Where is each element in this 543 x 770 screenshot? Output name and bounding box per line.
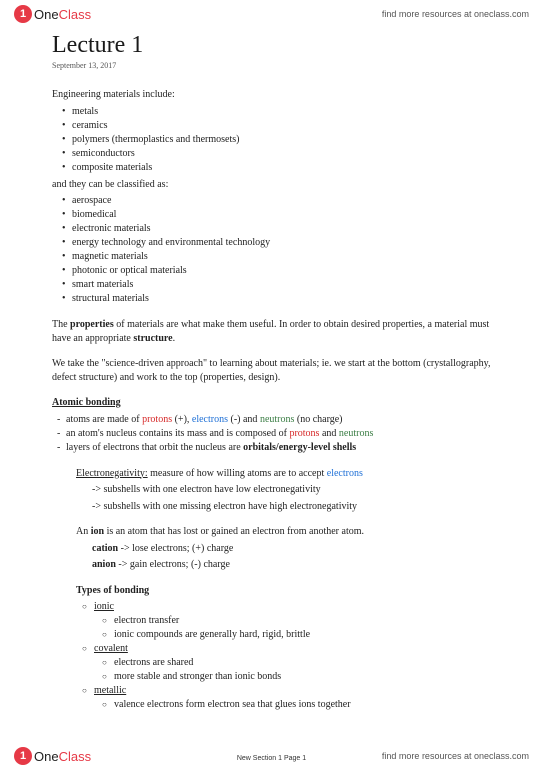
logo-class: Class — [59, 7, 92, 22]
text: (+), — [172, 414, 192, 425]
ionic-item: ionic electron transfer ionic compounds … — [94, 600, 491, 642]
en-sub-2: -> subshells with one missing electron h… — [52, 500, 491, 514]
en-sub-1: -> subshells with one electron have low … — [52, 483, 491, 497]
ionic-label: ionic — [94, 601, 114, 612]
brand-logo-footer: 1 OneClass — [14, 747, 91, 765]
list-item: ceramics — [72, 119, 491, 133]
list-item: layers of electrons that orbit the nucle… — [66, 441, 491, 455]
orbitals-text: orbitals/energy-level shells — [243, 442, 356, 453]
page-content: Lecture 1 September 13, 2017 Engineering… — [0, 28, 543, 712]
neutrons-text: neutrons — [260, 414, 294, 425]
list-item: semiconductors — [72, 147, 491, 161]
text: atoms are made of — [66, 414, 142, 425]
list-item: biomedical — [72, 208, 491, 222]
list-item: valence electrons form electron sea that… — [114, 698, 491, 712]
electronegativity-line: Electronegativity: measure of how willin… — [52, 467, 491, 481]
electronegativity-label: Electronegativity: — [76, 468, 148, 479]
covalent-sublist: electrons are shared more stable and str… — [94, 656, 491, 684]
list-item: more stable and stronger than ionic bond… — [114, 670, 491, 684]
list-item: aerospace — [72, 194, 491, 208]
list-item: atoms are made of protons (+), electrons… — [66, 413, 491, 427]
list-item: magnetic materials — [72, 250, 491, 264]
list-item: electron transfer — [114, 614, 491, 628]
electrons-text: electrons — [327, 468, 363, 479]
logo-one: One — [34, 7, 59, 22]
text: (-) and — [228, 414, 260, 425]
list-item: composite materials — [72, 161, 491, 175]
list-item: ionic compounds are generally hard, rigi… — [114, 628, 491, 642]
text: (no charge) — [294, 414, 342, 425]
header-bar: 1 OneClass find more resources at onecla… — [0, 0, 543, 28]
classes-list: aerospace biomedical electronic material… — [52, 194, 491, 306]
bold-properties: properties — [70, 319, 114, 330]
list-item: structural materials — [72, 292, 491, 306]
metallic-item: metallic valence electrons form electron… — [94, 684, 491, 712]
text: . — [173, 333, 176, 344]
protons-text: protons — [142, 414, 172, 425]
text: of materials are what make them useful. … — [52, 319, 489, 344]
brand-logo: 1 OneClass — [14, 5, 91, 23]
logo-text: OneClass — [34, 7, 91, 22]
properties-paragraph: The properties of materials are what mak… — [52, 318, 491, 345]
list-item: an atom's nucleus contains its mass and … — [66, 427, 491, 441]
types-bonding-heading: Types of bonding — [52, 584, 491, 598]
text: -> gain electrons; (-) charge — [116, 559, 230, 570]
cation-line: cation -> lose electrons; (+) charge — [52, 542, 491, 556]
logo-circle-icon: 1 — [14, 747, 32, 765]
anion-bold: anion — [92, 559, 116, 570]
atomic-bonding-heading: Atomic bonding — [52, 396, 491, 410]
text: An — [76, 526, 91, 537]
atomic-list: atoms are made of protons (+), electrons… — [52, 413, 491, 455]
footer-tagline: find more resources at oneclass.com — [382, 751, 529, 761]
lecture-date: September 13, 2017 — [52, 61, 491, 70]
header-tagline: find more resources at oneclass.com — [382, 9, 529, 19]
text: measure of how willing atoms are to acce… — [148, 468, 327, 479]
science-approach-paragraph: We take the "science-driven approach" to… — [52, 357, 491, 384]
ion-line: An ion is an atom that has lost or gaine… — [52, 525, 491, 539]
list-item: smart materials — [72, 278, 491, 292]
covalent-label: covalent — [94, 643, 128, 654]
text: The — [52, 319, 70, 330]
protons-text: protons — [289, 428, 319, 439]
bold-structure: structure — [133, 333, 172, 344]
logo-one: One — [34, 749, 59, 764]
intro-line-2: and they can be classified as: — [52, 178, 491, 192]
cation-bold: cation — [92, 543, 118, 554]
logo-text: OneClass — [34, 749, 91, 764]
text: an atom's nucleus contains its mass and … — [66, 428, 289, 439]
metallic-sublist: valence electrons form electron sea that… — [94, 698, 491, 712]
text: -> lose electrons; (+) charge — [118, 543, 233, 554]
list-item: energy technology and environmental tech… — [72, 236, 491, 250]
list-item: metals — [72, 105, 491, 119]
footer-bar: 1 OneClass find more resources at onecla… — [0, 742, 543, 770]
text: is an atom that has lost or gained an el… — [104, 526, 364, 537]
metallic-label: metallic — [94, 685, 126, 696]
text: layers of electrons that orbit the nucle… — [66, 442, 243, 453]
ion-bold: ion — [91, 526, 104, 537]
text: and — [319, 428, 338, 439]
electrons-text: electrons — [192, 414, 228, 425]
page-title: Lecture 1 — [52, 32, 491, 59]
covalent-item: covalent electrons are shared more stabl… — [94, 642, 491, 684]
intro-line-1: Engineering materials include: — [52, 88, 491, 102]
anion-line: anion -> gain electrons; (-) charge — [52, 558, 491, 572]
list-item: electronic materials — [72, 222, 491, 236]
ionic-sublist: electron transfer ionic compounds are ge… — [94, 614, 491, 642]
bonding-types-list: ionic electron transfer ionic compounds … — [76, 600, 491, 712]
logo-circle-icon: 1 — [14, 5, 32, 23]
list-item: photonic or optical materials — [72, 264, 491, 278]
list-item: polymers (thermoplastics and thermosets) — [72, 133, 491, 147]
list-item: electrons are shared — [114, 656, 491, 670]
materials-list: metals ceramics polymers (thermoplastics… — [52, 105, 491, 175]
logo-class: Class — [59, 749, 92, 764]
neutrons-text: neutrons — [339, 428, 373, 439]
